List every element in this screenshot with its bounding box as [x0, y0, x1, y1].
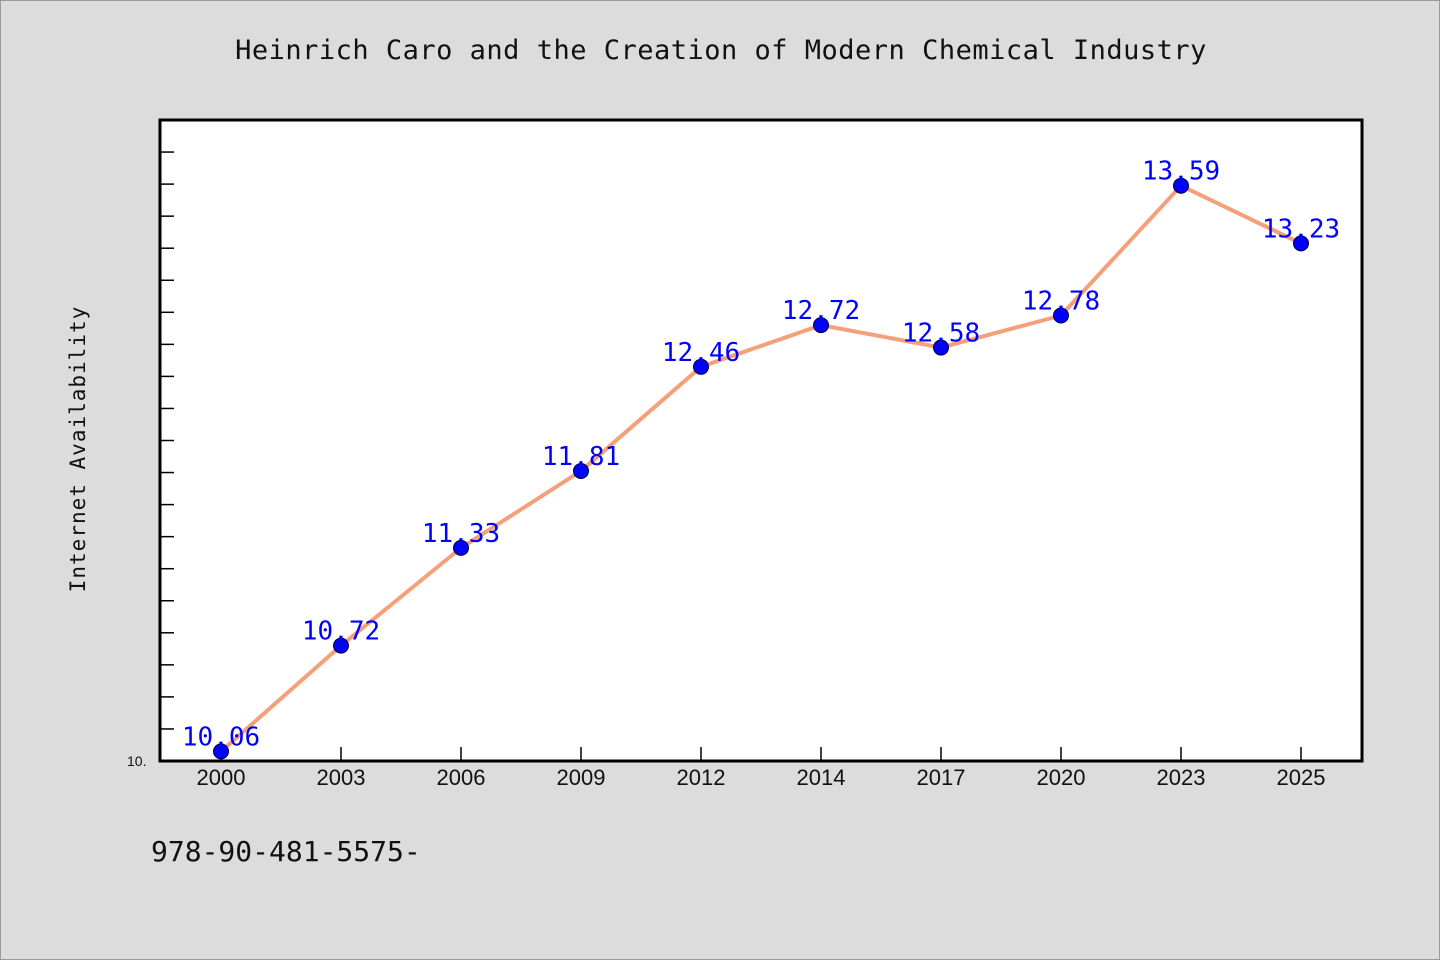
data-point — [813, 317, 829, 334]
series-line-group — [219, 183, 1302, 753]
data-point — [1053, 307, 1069, 324]
footer-code: 978-90-481-5575- — [151, 835, 421, 868]
data-label: 13.59 — [1142, 157, 1220, 187]
data-label: 12.78 — [1022, 287, 1100, 317]
x-tick-label: 2012 — [677, 765, 726, 790]
data-label: 13.23 — [1262, 214, 1340, 244]
data-markers — [213, 177, 1309, 760]
data-label: 11.33 — [422, 519, 500, 549]
x-tick-label: 2006 — [437, 765, 486, 790]
x-tick-label: 2009 — [557, 765, 606, 790]
data-point — [1293, 235, 1309, 252]
data-label: 11.81 — [542, 442, 620, 472]
data-point — [1173, 177, 1189, 194]
y-axis-min-tick-label: 10. — [127, 753, 146, 769]
x-tick-label: 2025 — [1277, 765, 1326, 790]
x-tick-label: 2020 — [1037, 765, 1086, 790]
x-tick-label: 2023 — [1157, 765, 1206, 790]
y-axis-ticks — [160, 151, 174, 730]
series-line — [219, 183, 1302, 753]
data-point — [573, 462, 589, 479]
x-tick-label: 2017 — [917, 765, 966, 790]
data-label: 12.72 — [782, 296, 860, 326]
x-tick-label: 2003 — [317, 765, 366, 790]
data-label: 10.06 — [182, 722, 260, 752]
data-point — [213, 743, 229, 760]
data-point — [933, 339, 949, 356]
data-point — [333, 637, 349, 654]
plot-area — [158, 118, 1364, 763]
chart-title: Heinrich Caro and the Creation of Modern… — [235, 35, 1207, 66]
x-tick-label: 2000 — [197, 765, 246, 790]
data-point — [693, 358, 709, 375]
data-label: 12.46 — [662, 338, 740, 368]
x-tick-label: 2014 — [797, 765, 846, 790]
data-label: 10.72 — [302, 617, 380, 647]
data-labels: 10.06 10.72 11.33 11.81 12.46 12.72 12.58 12.78… — [182, 157, 1340, 753]
data-point — [453, 539, 469, 556]
x-axis-tick-labels: 2000 2003 2006 2009 2012 2014 2017 2020 2023 2025 — [197, 765, 1326, 790]
data-label: 12.58 — [902, 319, 980, 349]
